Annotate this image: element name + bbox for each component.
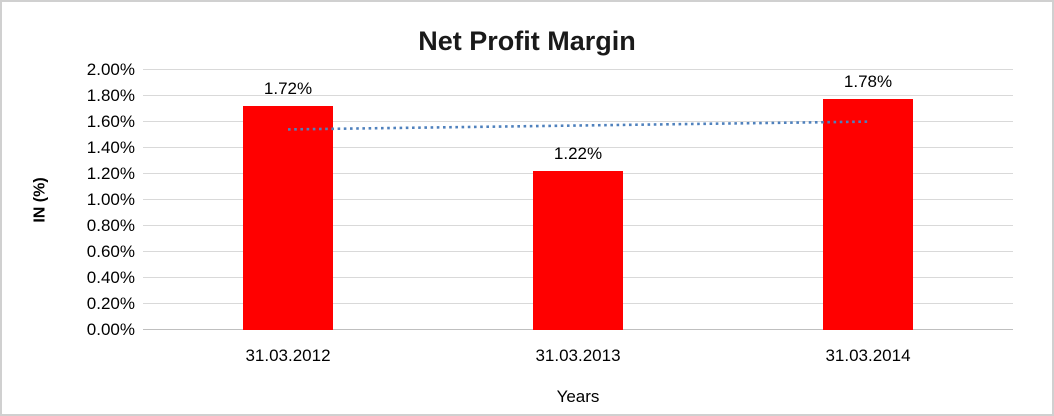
x-category-label: 31.03.2012 bbox=[245, 346, 331, 365]
y-tick-label: 1.00% bbox=[86, 190, 135, 209]
y-tick-label: 0.80% bbox=[86, 216, 135, 235]
x-category-label: 31.03.2013 bbox=[535, 346, 621, 365]
y-tick-label: 1.60% bbox=[86, 112, 135, 131]
chart-title: Net Profit Margin bbox=[418, 26, 636, 56]
gridline bbox=[143, 95, 1013, 96]
bar-31.03.2013 bbox=[533, 171, 623, 330]
y-tick-label: 2.00% bbox=[86, 60, 135, 79]
bar-31.03.2014 bbox=[823, 98, 913, 330]
bar-value-label: 1.22% bbox=[553, 144, 603, 164]
y-tick-label: 1.80% bbox=[86, 86, 135, 105]
x-axis-category-labels: 31.03.2012 31.03.2013 31.03.2014 bbox=[143, 346, 1013, 366]
y-axis-tick-labels: 0.00% 0.20% 0.40% 0.60% 0.80% 1.00% 1.20% 1.40%… bbox=[2, 60, 135, 339]
x-axis-title: Years bbox=[556, 387, 600, 406]
bar-value-label: 1.72% bbox=[263, 79, 313, 99]
plot-area: 1.72% 1.22% 1.78% bbox=[143, 69, 1013, 330]
gridline bbox=[143, 121, 1013, 122]
y-tick-label: 1.20% bbox=[86, 164, 135, 183]
y-tick-label: 0.60% bbox=[86, 242, 135, 261]
x-category-label: 31.03.2014 bbox=[825, 346, 911, 365]
y-tick-label: 0.40% bbox=[86, 268, 135, 287]
gridline bbox=[143, 69, 1013, 70]
trendline-path bbox=[287, 120, 869, 131]
y-tick-label: 0.20% bbox=[86, 294, 135, 313]
trendline bbox=[287, 120, 869, 131]
bar-value-label: 1.78% bbox=[843, 71, 893, 91]
y-tick-label: 1.40% bbox=[86, 138, 135, 157]
y-tick-label: 0.00% bbox=[86, 320, 135, 339]
gridline bbox=[143, 147, 1013, 148]
bar-31.03.2012 bbox=[243, 106, 333, 330]
